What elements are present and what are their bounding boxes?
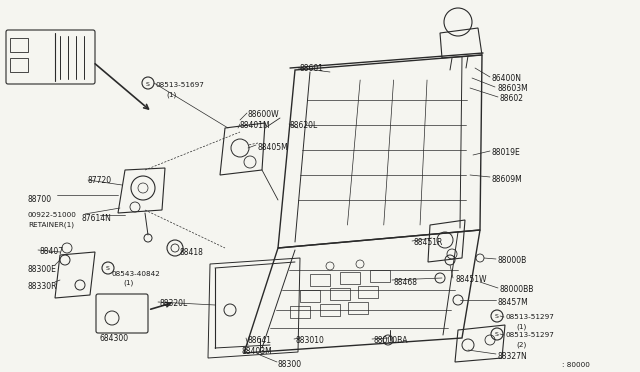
Text: 88401M: 88401M — [240, 121, 271, 130]
Text: (2): (2) — [516, 341, 526, 347]
Text: 88327N: 88327N — [498, 352, 528, 361]
Text: 88457M: 88457M — [498, 298, 529, 307]
Text: S: S — [106, 266, 110, 272]
Text: 88407: 88407 — [40, 247, 64, 256]
Text: 88609M: 88609M — [492, 175, 523, 184]
Bar — [10, 58, 28, 72]
Text: 88019E: 88019E — [492, 148, 521, 157]
Text: 08513-51297: 08513-51297 — [506, 314, 555, 320]
Text: 684300: 684300 — [100, 334, 129, 343]
Bar — [10, 38, 28, 52]
Bar — [300, 290, 320, 302]
Bar — [370, 270, 390, 282]
Text: 88320L: 88320L — [160, 299, 188, 308]
Text: 88403M: 88403M — [242, 347, 273, 356]
Text: 88330R: 88330R — [28, 282, 58, 291]
Text: 08513-51697: 08513-51697 — [155, 82, 204, 88]
Bar — [310, 274, 330, 286]
Text: 88641: 88641 — [248, 336, 272, 345]
Text: : 80000: : 80000 — [562, 362, 590, 368]
Text: 883010: 883010 — [296, 336, 325, 345]
Bar — [358, 286, 378, 298]
Text: 08543-40842: 08543-40842 — [112, 271, 161, 277]
Text: 86400N: 86400N — [492, 74, 522, 83]
Text: 87720: 87720 — [88, 176, 112, 185]
Bar — [320, 304, 340, 316]
Text: 88600W: 88600W — [247, 110, 278, 119]
Bar — [330, 288, 350, 300]
Text: 87614N: 87614N — [82, 214, 112, 223]
Text: 88300: 88300 — [278, 360, 302, 369]
Text: 08513-51297: 08513-51297 — [506, 332, 555, 338]
Text: 88451R: 88451R — [413, 238, 442, 247]
Text: 88602: 88602 — [500, 94, 524, 103]
Text: 88468: 88468 — [394, 278, 418, 287]
Text: 88700: 88700 — [28, 195, 52, 204]
Bar — [340, 272, 360, 284]
Text: 88603M: 88603M — [497, 84, 528, 93]
Text: 88000BB: 88000BB — [500, 285, 534, 294]
Text: S: S — [495, 314, 499, 320]
Text: 88451W: 88451W — [455, 275, 486, 284]
Text: 88620L: 88620L — [290, 121, 318, 130]
Text: 88000B: 88000B — [498, 256, 527, 265]
Text: 88000BA: 88000BA — [374, 336, 408, 345]
Text: S: S — [495, 333, 499, 337]
Text: 00922-51000: 00922-51000 — [28, 212, 77, 218]
Bar — [348, 302, 368, 314]
Text: RETAINER(1): RETAINER(1) — [28, 221, 74, 228]
Text: (1): (1) — [123, 280, 133, 286]
Text: (1): (1) — [166, 91, 176, 97]
Text: 88601: 88601 — [300, 64, 324, 73]
Bar — [290, 306, 310, 318]
Text: 88418: 88418 — [180, 248, 204, 257]
Text: (1): (1) — [516, 323, 526, 330]
Text: 88405M: 88405M — [258, 143, 289, 152]
Text: S: S — [146, 81, 150, 87]
Text: 88300E: 88300E — [28, 265, 57, 274]
